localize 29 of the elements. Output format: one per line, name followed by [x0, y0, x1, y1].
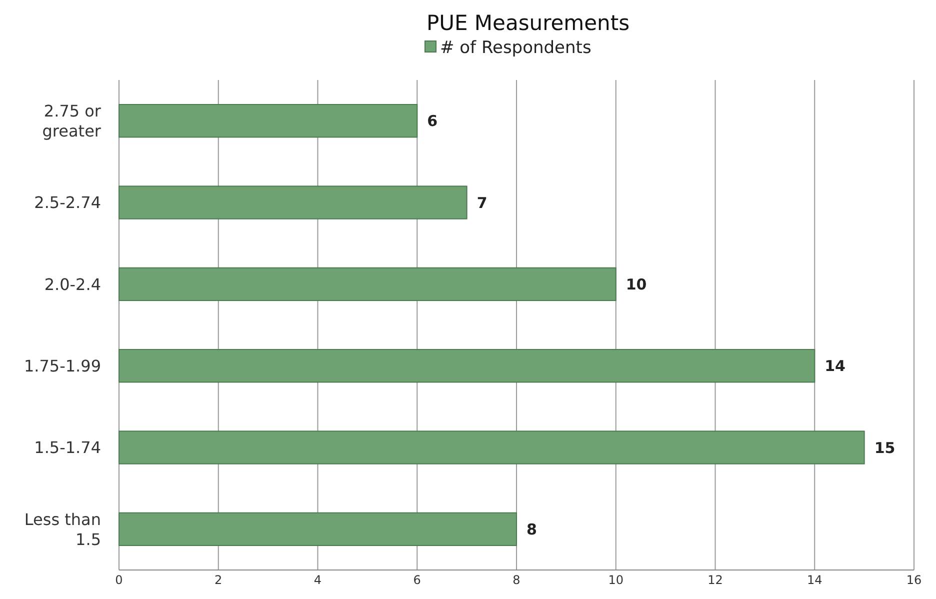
data-label: 8 [526, 520, 537, 538]
bar [118, 512, 517, 546]
x-tick-label: 12 [708, 573, 723, 587]
data-label: 10 [626, 275, 647, 294]
data-label: 6 [427, 112, 438, 130]
bar [118, 349, 816, 383]
x-tick-label: 14 [806, 573, 822, 587]
x-tick-label: 10 [608, 573, 624, 587]
data-label: 14 [824, 357, 846, 376]
bar [118, 104, 418, 138]
bar [118, 267, 616, 301]
data-label: 7 [476, 194, 488, 212]
y-tick-label: 1.75-1.99 [24, 356, 101, 376]
y-tick-label: 1.5-1.74 [34, 438, 101, 458]
y-tick-label: 2.5-2.74 [34, 193, 101, 212]
chart-title: PUE Measurements [426, 11, 630, 35]
x-tick-label: 4 [314, 573, 322, 587]
y-tick-label: Less than 1.5 [24, 510, 101, 549]
y-tick-label: 2.75 or greater [42, 101, 102, 140]
data-label: 15 [874, 438, 896, 457]
x-tick-label: 16 [906, 573, 922, 587]
legend-label: # of Respondents [440, 38, 592, 58]
x-tick-label: 0 [115, 573, 123, 587]
x-tick-label: 8 [512, 573, 520, 587]
x-tick-label: 2 [214, 573, 222, 587]
bar [118, 430, 865, 464]
x-tick-label: 6 [413, 573, 421, 587]
y-tick-label: 2.0-2.4 [44, 274, 101, 294]
bar [118, 186, 468, 220]
